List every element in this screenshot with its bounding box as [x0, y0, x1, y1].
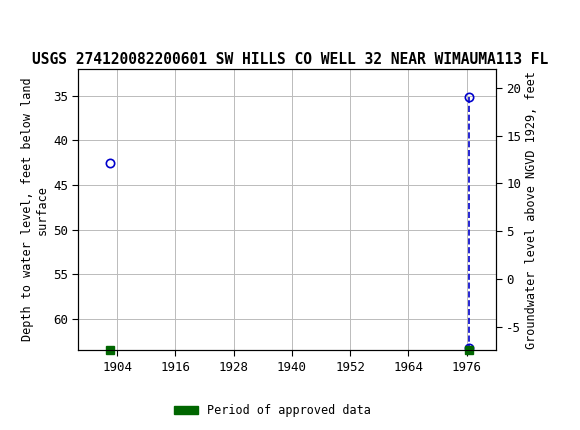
- Text: ≈USGS: ≈USGS: [9, 12, 79, 31]
- Legend: Period of approved data: Period of approved data: [169, 399, 376, 422]
- Text: USGS 274120082200601 SW HILLS CO WELL 32 NEAR WIMAUMA113 FL: USGS 274120082200601 SW HILLS CO WELL 32…: [32, 52, 548, 67]
- Y-axis label: Depth to water level, feet below land
surface: Depth to water level, feet below land su…: [21, 78, 49, 341]
- Y-axis label: Groundwater level above NGVD 1929, feet: Groundwater level above NGVD 1929, feet: [525, 71, 538, 349]
